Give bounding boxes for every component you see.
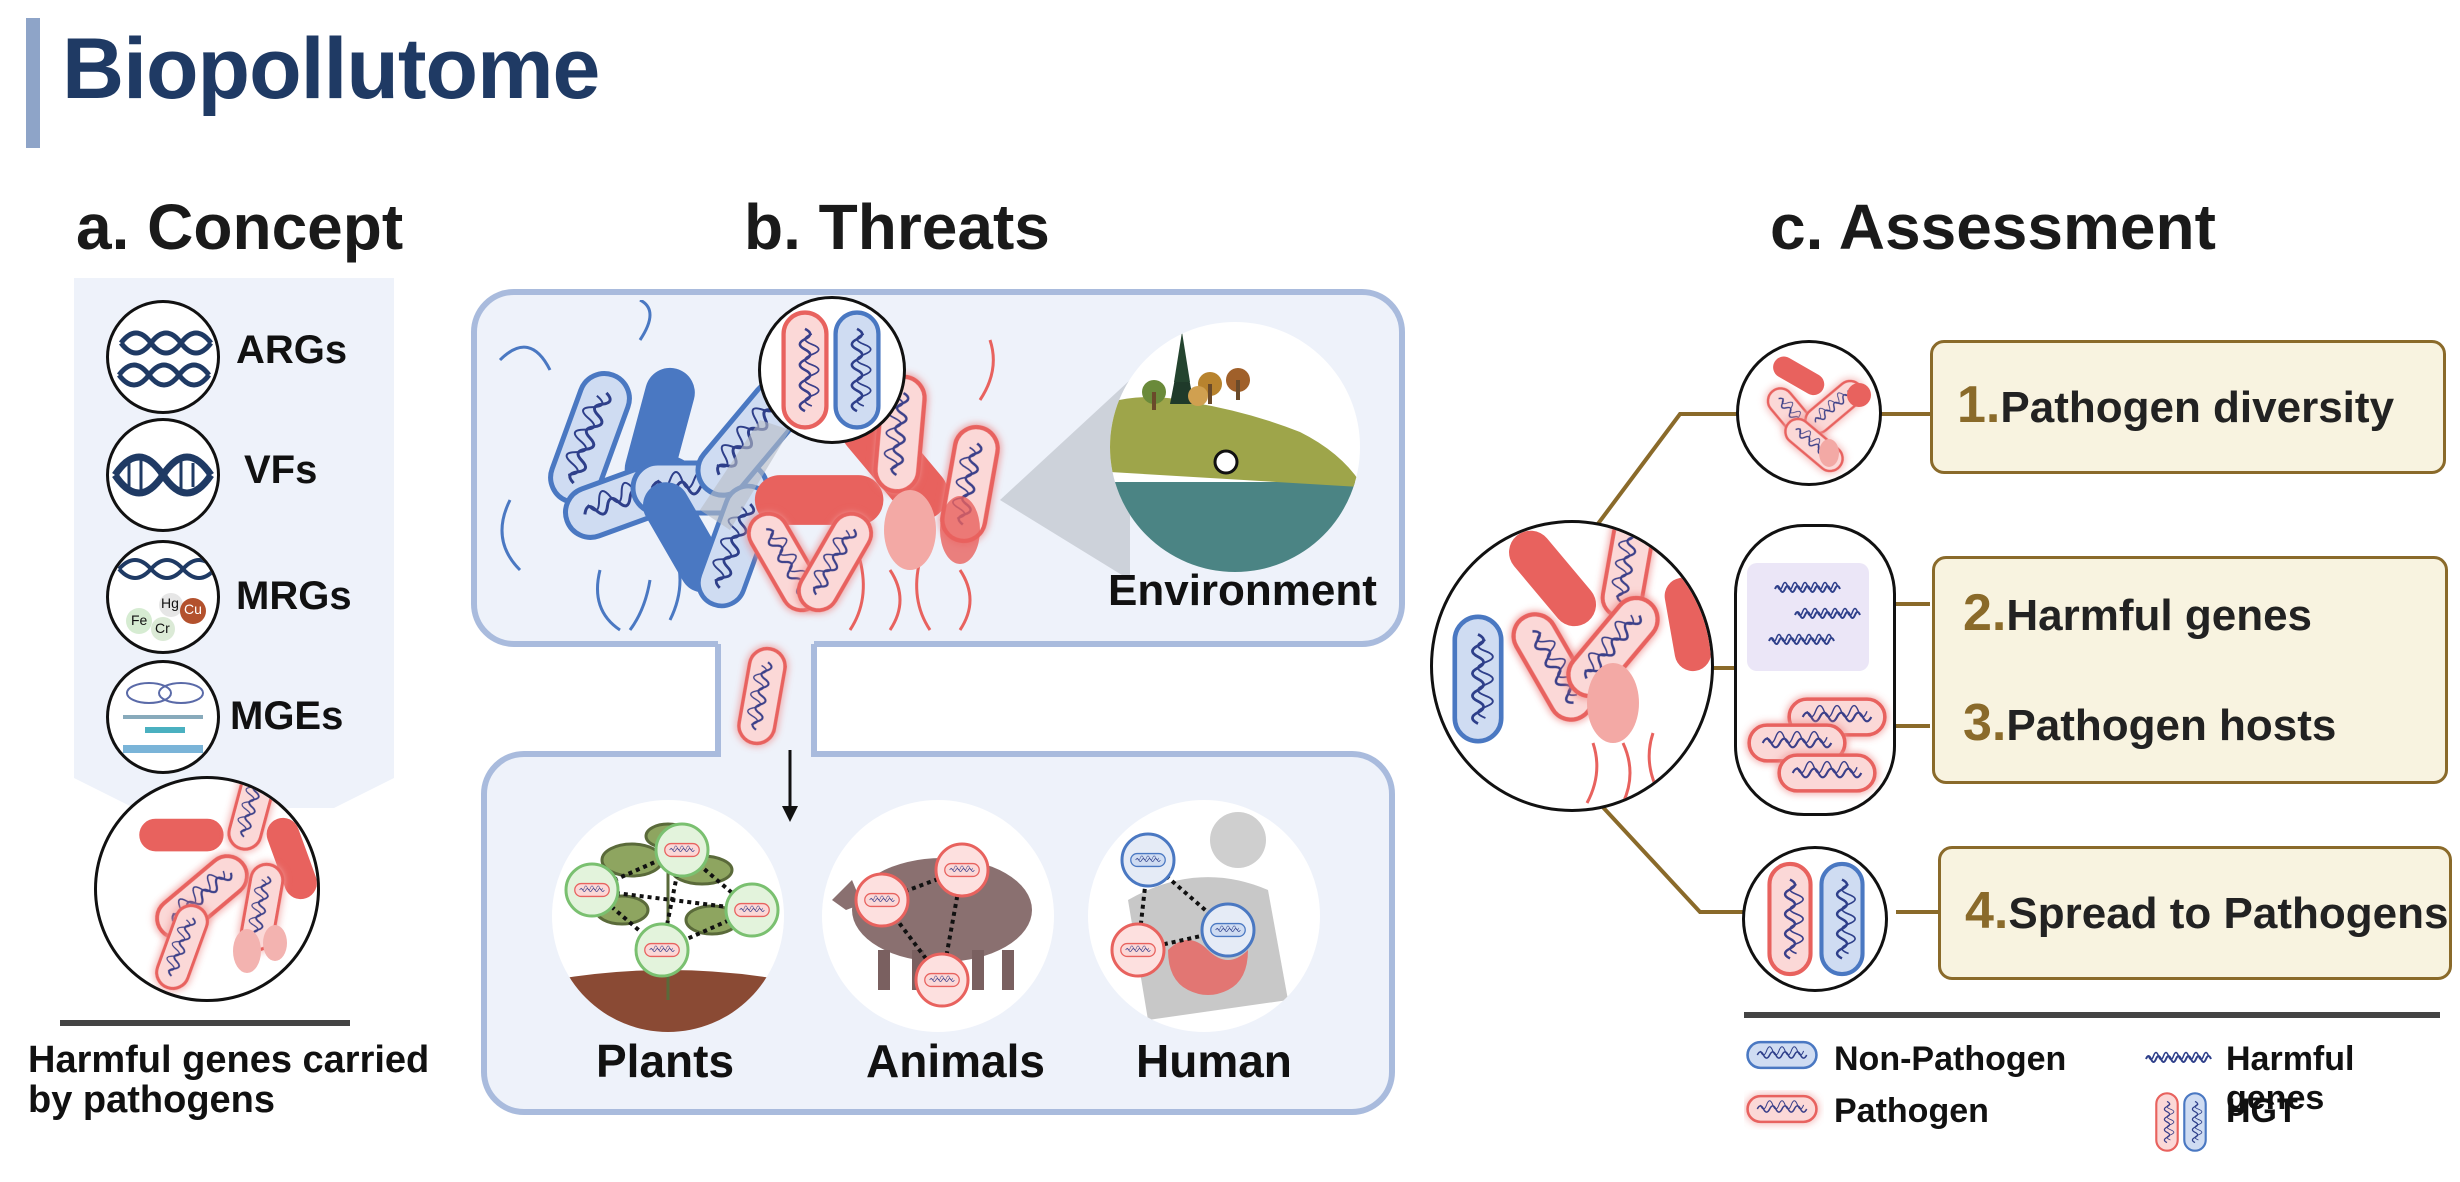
- mges-icon: [106, 660, 220, 774]
- non-pathogen-legend-icon: [1746, 1040, 1818, 1070]
- zoom-beam-env: [1000, 380, 1130, 580]
- concept-divider: [60, 1020, 350, 1026]
- assessment-item-4: 4.Spread to Pathogens: [1965, 881, 2448, 941]
- assessment-label-3: Pathogen hosts: [2006, 701, 2337, 750]
- pathogen-legend-icon: [1746, 1094, 1818, 1124]
- metal-hg: Hg: [161, 595, 179, 611]
- args-label: ARGs: [236, 328, 348, 372]
- assessment-num-4: 4.: [1965, 882, 2009, 940]
- assessment-label-2: Harmful genes: [2006, 591, 2313, 640]
- hgt-zoom-circle: [758, 296, 906, 444]
- metal-cr: Cr: [155, 620, 170, 636]
- assessment-label-1: Pathogen diversity: [2000, 383, 2395, 432]
- diversity-circle: [1736, 340, 1882, 486]
- concept-caption: Harmful genes carried by pathogens: [28, 1040, 429, 1120]
- neck-bacteria: [734, 643, 790, 749]
- assessment-heading: c. Assessment: [1770, 191, 2216, 263]
- title-accent-bar: [26, 18, 40, 148]
- assessment-item-1: 1.Pathogen diversity: [1957, 375, 2394, 435]
- hgt-legend-icon: [2155, 1092, 2207, 1152]
- assessment-box-4: 4.Spread to Pathogens: [1938, 846, 2452, 980]
- assessment-num-3: 3.: [1963, 694, 2007, 752]
- genes-hosts-capsule: [1734, 524, 1896, 816]
- caption-line-1: Harmful genes carried: [28, 1039, 430, 1081]
- hgt-spread-circle: [1742, 846, 1888, 992]
- bacteria-cluster: [498, 300, 1040, 632]
- legend-non-pathogen: Non-Pathogen: [1834, 1040, 2067, 1078]
- environment-label: Environment: [1108, 566, 1377, 615]
- human-circle: [1088, 800, 1320, 1032]
- animals-label: Animals: [866, 1035, 1045, 1087]
- harmful-genes-legend-icon: [2144, 1051, 2213, 1064]
- mrgs-icon: Hg Cu Fe Cr: [106, 540, 220, 654]
- metal-fe: Fe: [131, 612, 148, 628]
- threats-heading: b. Threats: [744, 191, 1050, 263]
- assessment-item-2: 2.Harmful genes: [1963, 583, 2312, 643]
- human-label: Human: [1136, 1035, 1292, 1087]
- concept-pathogen-circle: [94, 776, 320, 1002]
- assessment-main-circle: [1430, 520, 1714, 812]
- metal-cu: Cu: [184, 601, 202, 617]
- assessment-label-4: Spread to Pathogens: [2008, 889, 2449, 938]
- assessment-num-1: 1.: [1957, 376, 2001, 434]
- mrgs-label: MRGs: [236, 574, 352, 618]
- plants-label: Plants: [596, 1035, 735, 1087]
- legend-pathogen: Pathogen: [1834, 1092, 1989, 1130]
- vfs-icon: [106, 418, 220, 532]
- args-icon: [106, 300, 220, 414]
- caption-line-2: by pathogens: [28, 1079, 276, 1121]
- environment-circle: [1110, 322, 1360, 572]
- concept-heading: a. Concept: [76, 191, 404, 263]
- vfs-label: VFs: [244, 448, 318, 492]
- assessment-box-1: 1.Pathogen diversity: [1930, 340, 2446, 474]
- legend-harmful-genes: Harmful genes: [2226, 1040, 2355, 1117]
- assessment-num-2: 2.: [1963, 584, 2007, 642]
- plants-circle: [552, 800, 784, 1032]
- zoom-beam-hgt: [700, 420, 790, 530]
- assessment-item-3: 3.Pathogen hosts: [1963, 693, 2336, 753]
- page-title: Biopollutome: [62, 21, 600, 117]
- legend-hgt: HGT: [2226, 1092, 2298, 1130]
- animals-circle: [822, 800, 1054, 1032]
- mges-label: MGEs: [230, 694, 344, 738]
- legend-divider: [1744, 1012, 2440, 1018]
- assessment-box-2-3: 2.Harmful genes 3.Pathogen hosts: [1932, 556, 2448, 784]
